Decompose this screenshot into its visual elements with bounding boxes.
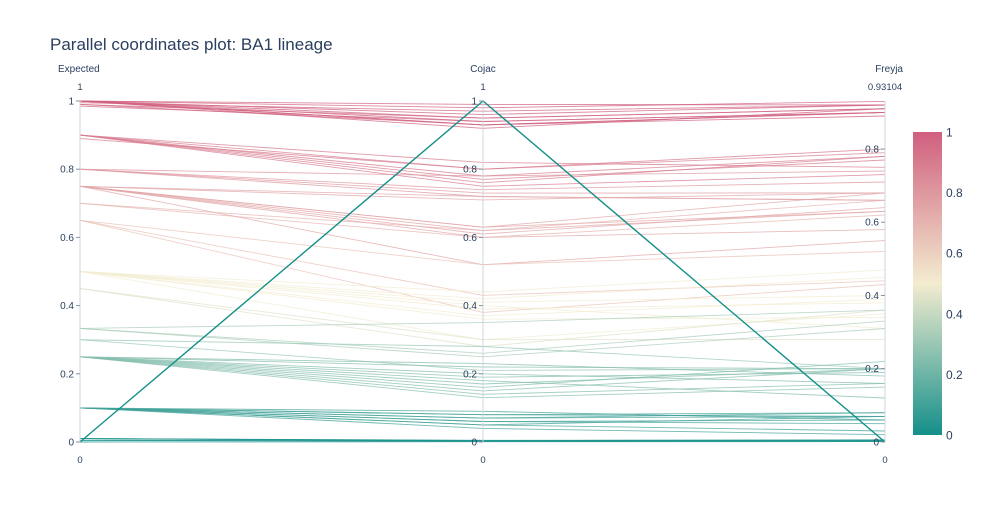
axis-tick-label: 0.6	[865, 218, 879, 229]
colorbar-tick-label: 0.2	[946, 368, 963, 382]
axis-tick-label: 1	[68, 97, 74, 108]
axes: Expected1000.20.40.60.81Cojac1000.20.40.…	[58, 64, 903, 466]
axis-range-min: 0	[882, 455, 887, 466]
colorbar-tick-label: 0.8	[946, 186, 963, 200]
colorbar-tick-label: 0.6	[946, 247, 963, 261]
axis-tick-label: 0.6	[463, 233, 477, 244]
axis-range-max: 1	[77, 82, 82, 93]
axis-tick-label: 0.2	[60, 369, 74, 380]
axis-range-max: 0.93104	[868, 82, 902, 93]
colorbar-tick-label: 0.4	[946, 307, 963, 321]
axis-range-min: 0	[77, 455, 82, 466]
colorbar-ticks: 0 0.2 0.4 0.6 0.8 1	[946, 126, 963, 443]
axis-tick-label: 0.4	[463, 301, 477, 312]
axis-tick-label: 0.4	[60, 301, 74, 312]
axis-title[interactable]: Cojac	[470, 64, 496, 75]
axis-tick-label: 0.6	[60, 233, 74, 244]
colorbar-gradient	[913, 132, 942, 435]
chart-title: Parallel coordinates plot: BA1 lineage	[50, 35, 333, 54]
axis-tick-label: 0	[471, 438, 477, 449]
axis-tick-label: 0	[68, 438, 74, 449]
axis-tick-label: 0.8	[463, 165, 477, 176]
axis-title[interactable]: Freyja	[875, 64, 903, 75]
colorbar-tick-label: 0	[946, 429, 953, 443]
axis-tick-label: 0.4	[865, 291, 879, 302]
colorbar: 0 0.2 0.4 0.6 0.8 1	[913, 126, 963, 443]
axis-tick-label: 0.8	[60, 165, 74, 176]
colorbar-tick-label: 1	[946, 126, 953, 140]
axis-range-max: 1	[480, 82, 485, 93]
axis-tick-label: 0.2	[865, 364, 879, 375]
axis-range-min: 0	[480, 455, 485, 466]
axis-title[interactable]: Expected	[58, 64, 100, 75]
axis-tick-label: 0	[873, 438, 879, 449]
axis-tick-label: 0.8	[865, 144, 879, 155]
axis-tick-label: 0.2	[463, 369, 477, 380]
axis-tick-label: 1	[471, 97, 477, 108]
